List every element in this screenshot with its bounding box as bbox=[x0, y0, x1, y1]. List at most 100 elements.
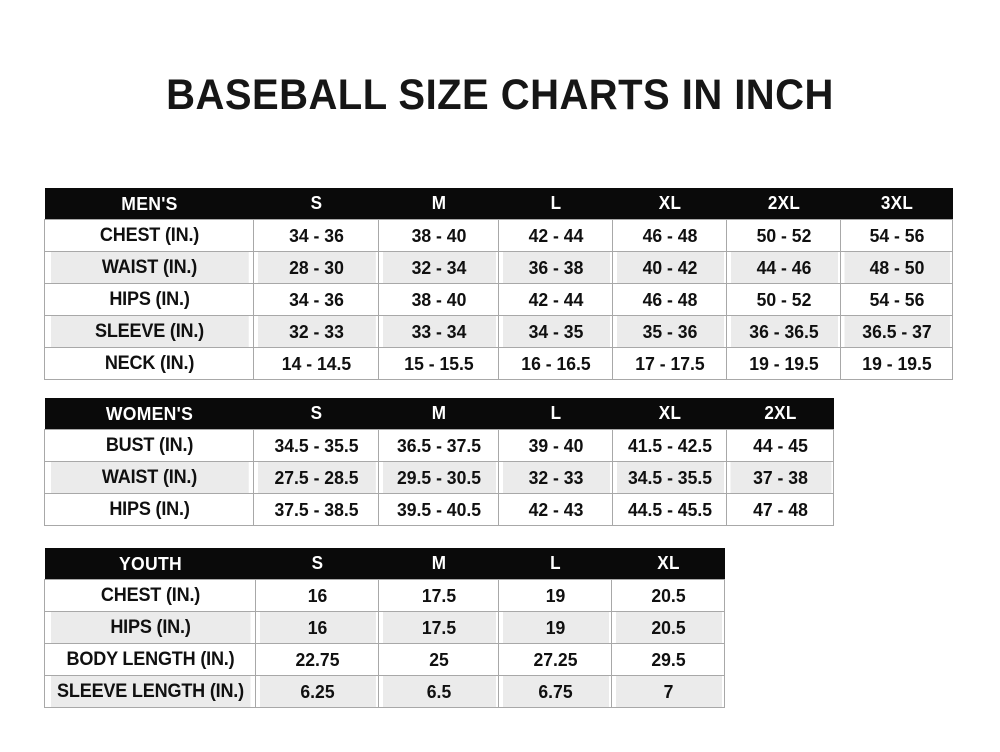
womens-cell: 36.5 - 37.5 bbox=[381, 429, 496, 462]
mens-cell: 36 - 38 bbox=[500, 251, 611, 284]
mens-cell: 42 - 44 bbox=[500, 219, 611, 252]
womens-cell: 32 - 33 bbox=[500, 461, 611, 494]
mens-cell: 34 - 36 bbox=[256, 283, 376, 316]
womens-cell: 44.5 - 45.5 bbox=[614, 493, 725, 526]
youth-row-label: CHEST (IN.) bbox=[49, 579, 251, 612]
table-row: HIPS (IN.) 16 17.5 19 20.5 bbox=[45, 611, 725, 644]
mens-cell: 17 - 17.5 bbox=[614, 347, 725, 380]
mens-cell: 48 - 50 bbox=[842, 251, 951, 284]
womens-cell: 39.5 - 40.5 bbox=[381, 493, 496, 526]
mens-cell: 32 - 34 bbox=[381, 251, 496, 284]
mens-cell: 32 - 33 bbox=[256, 315, 376, 348]
table-row: BUST (IN.) 34.5 - 35.5 36.5 - 37.5 39 - 40 4… bbox=[45, 429, 834, 462]
mens-cell: 35 - 36 bbox=[614, 315, 725, 348]
womens-table-corner-header: WOMEN'S bbox=[105, 402, 193, 424]
youth-row-label: BODY LENGTH (IN.) bbox=[49, 643, 251, 676]
womens-column-header-l: L bbox=[550, 403, 561, 423]
womens-column-header-2xl: 2XL bbox=[763, 403, 797, 423]
mens-cell: 28 - 30 bbox=[256, 251, 376, 284]
table-row: SLEEVE (IN.) 32 - 33 33 - 34 34 - 35 35 - 36… bbox=[45, 315, 953, 348]
youth-column-header-s: S bbox=[311, 553, 323, 573]
youth-column-header-m: M bbox=[431, 553, 446, 573]
mens-cell: 50 - 52 bbox=[728, 283, 839, 316]
table-row: BODY LENGTH (IN.) 22.75 25 27.25 29.5 bbox=[45, 643, 725, 676]
mens-column-header-xl: XL bbox=[658, 193, 681, 213]
youth-cell: 16 bbox=[258, 579, 376, 612]
table-row: HIPS (IN.) 34 - 36 38 - 40 42 - 44 46 - 48 50… bbox=[45, 283, 953, 316]
mens-cell: 46 - 48 bbox=[614, 219, 725, 252]
youth-cell: 27.25 bbox=[500, 643, 610, 676]
mens-column-header-2xl: 2XL bbox=[767, 193, 800, 213]
mens-table-body: CHEST (IN.) 34 - 36 38 - 40 42 - 44 46 - 48 5… bbox=[45, 219, 953, 380]
womens-cell: 44 - 45 bbox=[728, 429, 832, 462]
womens-row-label: WAIST (IN.) bbox=[49, 461, 249, 494]
mens-cell: 44 - 46 bbox=[728, 251, 839, 284]
mens-cell: 50 - 52 bbox=[728, 219, 839, 252]
youth-cell: 6.25 bbox=[258, 675, 376, 708]
youth-cell: 7 bbox=[613, 675, 723, 708]
mens-cell: 15 - 15.5 bbox=[381, 347, 496, 380]
youth-cell: 22.75 bbox=[258, 643, 376, 676]
womens-column-header-xl: XL bbox=[658, 403, 681, 423]
mens-table-corner-header: MEN'S bbox=[120, 192, 178, 214]
youth-cell: 20.5 bbox=[613, 579, 723, 612]
youth-cell: 17.5 bbox=[381, 611, 496, 644]
womens-cell: 37 - 38 bbox=[728, 461, 832, 494]
womens-cell: 42 - 43 bbox=[500, 493, 611, 526]
table-row: HIPS (IN.) 37.5 - 38.5 39.5 - 40.5 42 - 43 4… bbox=[45, 493, 834, 526]
womens-cell: 34.5 - 35.5 bbox=[256, 429, 376, 462]
youth-column-header-l: L bbox=[549, 553, 561, 573]
womens-row-label: HIPS (IN.) bbox=[49, 493, 249, 526]
youth-column-header-xl: XL bbox=[656, 553, 680, 573]
youth-cell: 6.5 bbox=[381, 675, 496, 708]
youth-table-corner-header: YOUTH bbox=[118, 552, 182, 574]
youth-cell: 16 bbox=[258, 611, 376, 644]
womens-cell: 41.5 - 42.5 bbox=[614, 429, 725, 462]
womens-cell: 47 - 48 bbox=[728, 493, 832, 526]
mens-cell: 19 - 19.5 bbox=[728, 347, 839, 380]
youth-cell: 29.5 bbox=[613, 643, 723, 676]
table-row: WAIST (IN.) 28 - 30 32 - 34 36 - 38 40 - 42 4… bbox=[45, 251, 953, 284]
youth-table-body: CHEST (IN.) 16 17.5 19 20.5 HIPS (IN.) 16 17.5 1… bbox=[45, 579, 725, 708]
womens-column-header-s: S bbox=[310, 403, 322, 423]
womens-table-body: BUST (IN.) 34.5 - 35.5 36.5 - 37.5 39 - 40 4… bbox=[45, 429, 834, 526]
mens-size-table: MEN'S S M L XL 2XL 3XL CHEST (IN.) 34 - 36 38 - … bbox=[44, 188, 953, 380]
youth-row-label: HIPS (IN.) bbox=[49, 611, 251, 644]
mens-row-label: SLEEVE (IN.) bbox=[49, 315, 249, 348]
mens-table-header: MEN'S S M L XL 2XL 3XL bbox=[44, 188, 953, 220]
mens-cell: 33 - 34 bbox=[381, 315, 496, 348]
mens-cell: 16 - 16.5 bbox=[500, 347, 611, 380]
youth-table-header: YOUTH S M L XL bbox=[44, 548, 725, 580]
youth-size-table: YOUTH S M L XL CHEST (IN.) 16 17.5 19 20.5 HIPS (… bbox=[44, 548, 725, 708]
mens-column-header-s: S bbox=[310, 193, 322, 213]
mens-cell: 19 - 19.5 bbox=[842, 347, 951, 380]
womens-cell: 34.5 - 35.5 bbox=[614, 461, 725, 494]
womens-row-label: BUST (IN.) bbox=[49, 429, 249, 462]
mens-column-header-m: M bbox=[431, 193, 446, 213]
mens-cell: 40 - 42 bbox=[614, 251, 725, 284]
womens-column-header-m: M bbox=[431, 403, 446, 423]
mens-row-label: WAIST (IN.) bbox=[49, 251, 249, 284]
table-row: WAIST (IN.) 27.5 - 28.5 29.5 - 30.5 32 - 33… bbox=[45, 461, 834, 494]
mens-column-header-3xl: 3XL bbox=[880, 193, 913, 213]
mens-cell: 42 - 44 bbox=[500, 283, 611, 316]
mens-cell: 36.5 - 37 bbox=[842, 315, 951, 348]
womens-size-table: WOMEN'S S M L XL 2XL BUST (IN.) 34.5 - 35.5 36.… bbox=[44, 398, 834, 526]
mens-cell: 36 - 36.5 bbox=[728, 315, 839, 348]
mens-cell: 38 - 40 bbox=[381, 283, 496, 316]
mens-row-label: NECK (IN.) bbox=[49, 347, 249, 380]
youth-row-label: SLEEVE LENGTH (IN.) bbox=[49, 675, 251, 708]
womens-cell: 29.5 - 30.5 bbox=[381, 461, 496, 494]
table-row: CHEST (IN.) 16 17.5 19 20.5 bbox=[45, 579, 725, 612]
youth-cell: 6.75 bbox=[500, 675, 610, 708]
mens-cell: 46 - 48 bbox=[614, 283, 725, 316]
womens-cell: 27.5 - 28.5 bbox=[256, 461, 376, 494]
mens-row-label: CHEST (IN.) bbox=[49, 219, 249, 252]
womens-cell: 39 - 40 bbox=[500, 429, 611, 462]
mens-cell: 34 - 35 bbox=[500, 315, 611, 348]
mens-row-label: HIPS (IN.) bbox=[49, 283, 249, 316]
womens-table-header: WOMEN'S S M L XL 2XL bbox=[44, 398, 834, 430]
table-row: CHEST (IN.) 34 - 36 38 - 40 42 - 44 46 - 48 5… bbox=[45, 219, 953, 252]
table-row: NECK (IN.) 14 - 14.5 15 - 15.5 16 - 16.5 17 … bbox=[45, 347, 953, 380]
youth-cell: 19 bbox=[500, 611, 610, 644]
